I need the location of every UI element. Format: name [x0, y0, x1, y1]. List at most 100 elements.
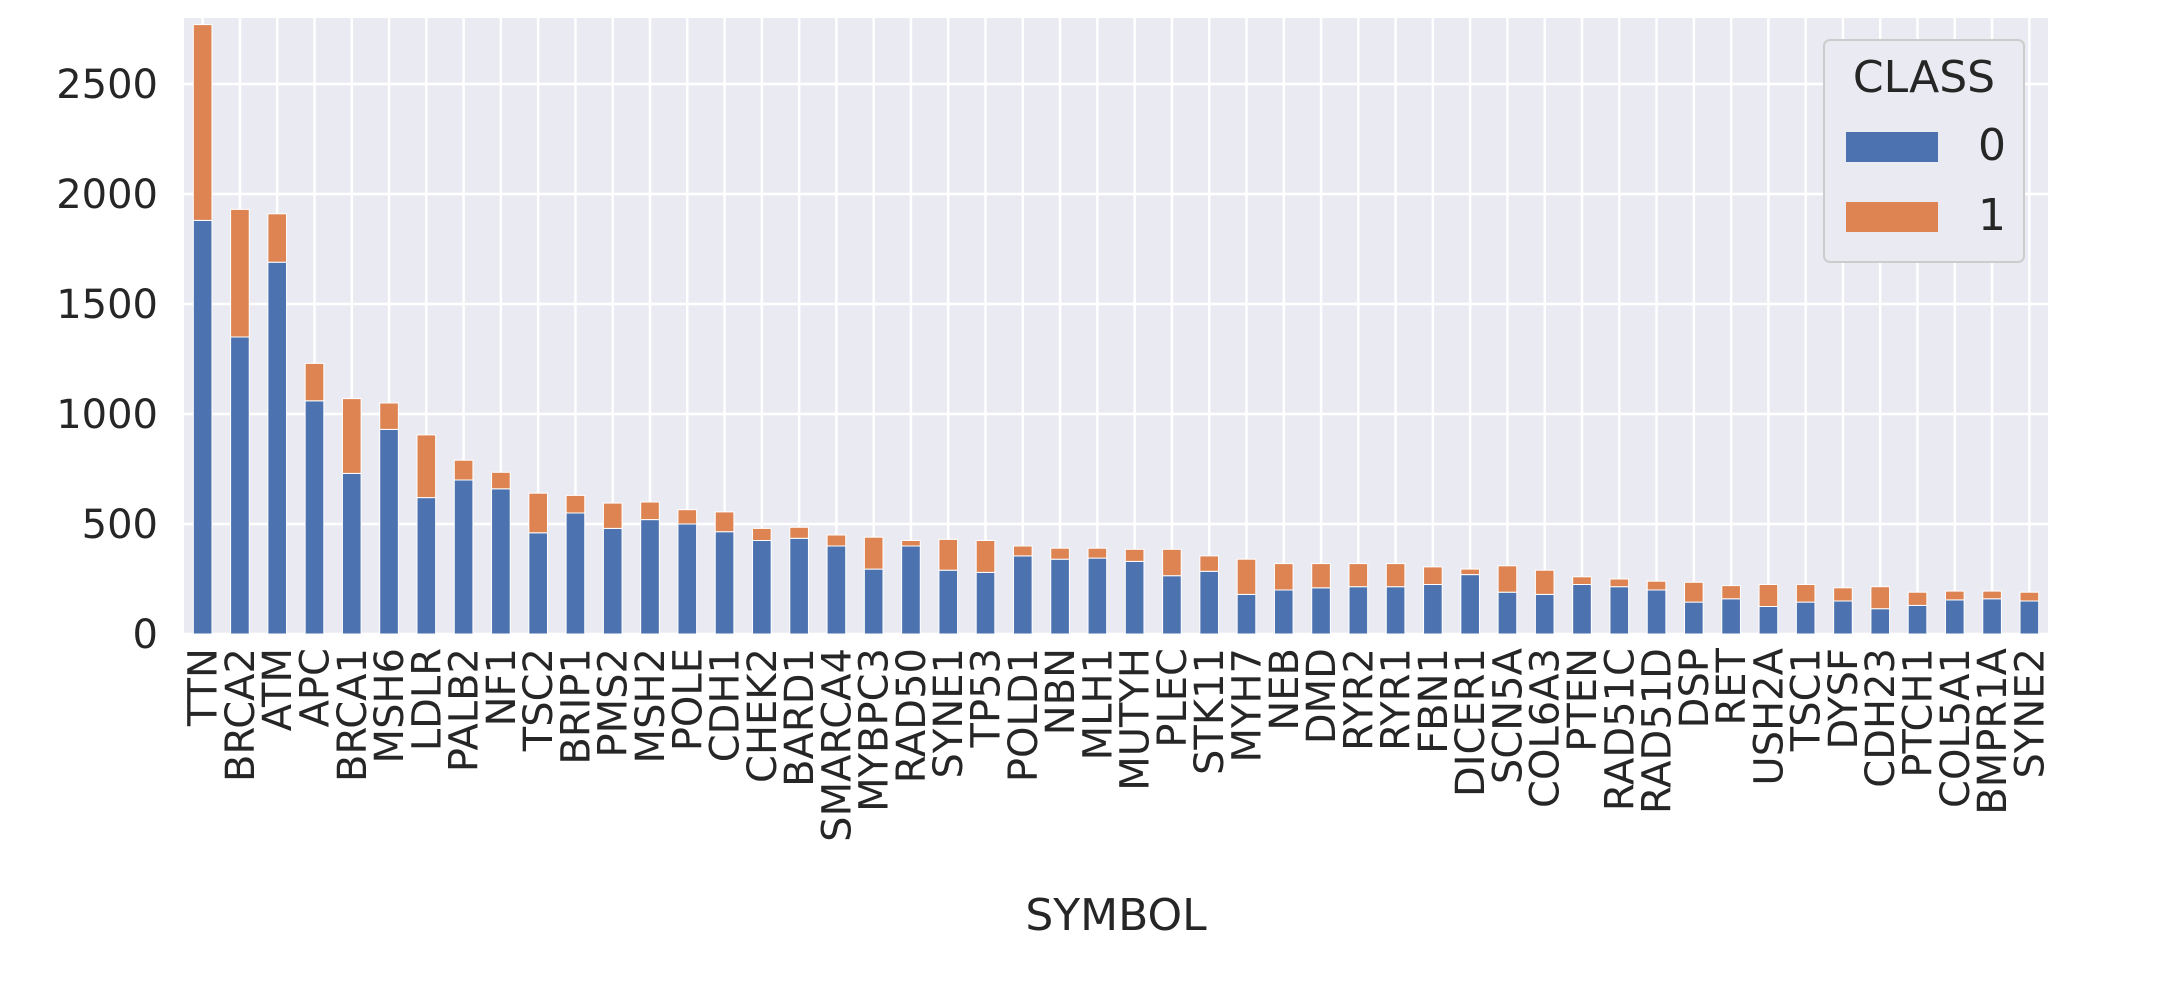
x-tick-label: RAD50 — [889, 648, 935, 783]
x-tick-label: NF1 — [479, 648, 525, 726]
bar-ptch1-class-1 — [1907, 591, 1928, 606]
bar-apc-class-0 — [304, 400, 325, 635]
x-tick-label: ATM — [255, 648, 301, 731]
bar-col6a3-class-1 — [1534, 569, 1555, 595]
x-tick-label: COL5A1 — [1933, 648, 1979, 808]
bar-ryr1-class-0 — [1385, 586, 1406, 635]
bar-mutyh-class-1 — [1124, 548, 1145, 562]
y-tick-label: 500 — [82, 502, 158, 548]
bar-pms2-class-1 — [602, 502, 623, 529]
x-tick-label: TSC1 — [1784, 648, 1830, 752]
bar-fbn1-class-0 — [1423, 584, 1443, 635]
x-tick-label: RAD51C — [1597, 648, 1643, 811]
x-tick-label: STK11 — [1187, 648, 1233, 775]
bar-scn5a-class-0 — [1497, 591, 1518, 635]
bar-ret-class-1 — [1721, 585, 1741, 600]
x-tick-labels: TTNBRCA2ATMAPCBRCA1MSH6LDLRPALB2NF1TSC2B… — [181, 647, 2054, 841]
x-tick-label: MYBPC3 — [852, 648, 898, 812]
bar-syne1-class-0 — [938, 569, 959, 635]
bar-tsc2-class-1 — [528, 492, 548, 534]
bar-brca1-class-0 — [341, 472, 362, 635]
bar-dsp-class-0 — [1684, 601, 1704, 635]
bar-atm-class-0 — [267, 261, 288, 635]
bar-fbn1-class-1 — [1423, 566, 1443, 586]
bar-pole-class-1 — [677, 509, 698, 525]
x-tick-label: MSH2 — [628, 648, 674, 763]
bar-brca2-class-0 — [230, 336, 250, 635]
bar-mlh1-class-1 — [1087, 547, 1108, 559]
bar-palb2-class-0 — [453, 479, 474, 635]
bar-msh6-class-0 — [379, 428, 399, 635]
y-tick-label: 1500 — [56, 282, 158, 328]
bar-msh2-class-1 — [640, 501, 660, 521]
bar-myh7-class-0 — [1236, 593, 1257, 635]
bar-ttn-class-0 — [192, 219, 213, 635]
y-tick-label: 0 — [133, 612, 158, 658]
bar-brip1-class-1 — [565, 494, 586, 514]
bar-brca1-class-1 — [341, 398, 362, 474]
bar-mybpc3-class-0 — [863, 568, 884, 635]
x-tick-label: PMS2 — [591, 648, 637, 757]
bar-myh7-class-1 — [1236, 558, 1257, 595]
bar-ush2a-class-1 — [1758, 584, 1779, 607]
bar-bard1-class-1 — [789, 526, 809, 539]
bar-smarca4-class-0 — [826, 545, 847, 635]
bar-col6a3-class-0 — [1534, 593, 1555, 635]
x-tick-label: TTN — [181, 648, 227, 727]
x-tick-label: CDH23 — [1858, 648, 1904, 788]
x-tick-label: BRCA1 — [330, 648, 376, 782]
x-tick-label: PTEN — [1560, 648, 1606, 752]
bar-ryr2-class-0 — [1348, 586, 1369, 635]
bar-ush2a-class-0 — [1758, 606, 1779, 635]
bar-brip1-class-0 — [565, 512, 586, 635]
bar-neb-class-1 — [1273, 563, 1294, 591]
bar-pole-class-0 — [677, 523, 698, 635]
bar-nf1-class-0 — [491, 488, 511, 635]
bar-neb-class-0 — [1273, 589, 1294, 635]
bar-rad51c-class-0 — [1609, 586, 1630, 635]
x-tick-label: MYH7 — [1224, 648, 1270, 762]
bar-ttn-class-1 — [192, 24, 213, 221]
bar-msh2-class-0 — [640, 519, 660, 635]
bar-plec-class-0 — [1162, 575, 1182, 635]
bar-tsc1-class-0 — [1795, 601, 1816, 635]
bar-brca2-class-1 — [230, 208, 250, 338]
bar-cdh23-class-0 — [1870, 608, 1891, 635]
bar-ryr2-class-1 — [1348, 563, 1369, 588]
bar-nbn-class-1 — [1050, 547, 1070, 560]
bar-pold1-class-1 — [1012, 545, 1033, 557]
bar-rad50-class-1 — [901, 540, 921, 547]
x-tick-label: MSH6 — [367, 648, 413, 763]
x-tick-label: RYR2 — [1336, 648, 1382, 751]
bar-pold1-class-0 — [1012, 555, 1033, 635]
bar-pten-class-1 — [1572, 576, 1592, 585]
bar-nbn-class-0 — [1050, 558, 1070, 635]
x-tick-label: RYR1 — [1374, 648, 1420, 751]
bar-cdh1-class-1 — [714, 511, 735, 533]
bar-cdh1-class-0 — [714, 531, 735, 635]
bar-col5a1-class-0 — [1944, 599, 1965, 635]
bar-msh6-class-1 — [379, 402, 399, 430]
x-tick-label: NBN — [1038, 648, 1084, 735]
bar-chek2-class-0 — [752, 540, 772, 635]
legend-label-class-0: 0 — [1978, 120, 2006, 171]
bar-smarca4-class-1 — [826, 534, 847, 547]
bar-ldlr-class-1 — [416, 434, 437, 499]
bar-rad50-class-0 — [901, 545, 921, 635]
bar-ptch1-class-0 — [1907, 604, 1928, 635]
x-tick-label: LDLR — [404, 648, 450, 751]
bar-dsp-class-1 — [1684, 581, 1704, 603]
bar-ryr1-class-1 — [1385, 563, 1406, 588]
x-tick-label: BMPR1A — [1970, 647, 2016, 814]
x-tick-label: CDH1 — [703, 648, 749, 762]
y-tick-labels: 0 500 1000 1500 2000 2500 — [56, 62, 158, 658]
y-tick-label: 1000 — [56, 392, 158, 438]
x-tick-label: DYSF — [1821, 648, 1867, 749]
bar-nf1-class-1 — [491, 471, 511, 490]
x-tick-label: PTCH1 — [1896, 648, 1942, 778]
x-tick-label: DMD — [1299, 648, 1345, 744]
legend-swatch-class-0 — [1846, 132, 1938, 162]
bar-syne2-class-0 — [2019, 600, 2040, 635]
bar-mlh1-class-0 — [1087, 557, 1108, 635]
bar-pten-class-0 — [1572, 584, 1592, 635]
